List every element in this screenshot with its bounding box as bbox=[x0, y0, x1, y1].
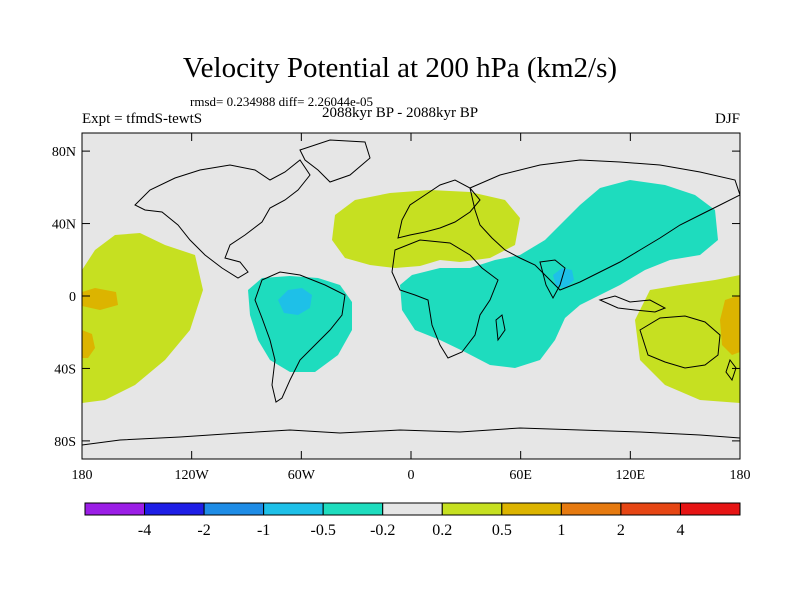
map-panel bbox=[82, 133, 740, 459]
colorbar-swatch bbox=[144, 502, 205, 516]
stats-line: rmsd= 0.234988 diff= 2.26044e-05 bbox=[190, 94, 374, 109]
colorbar-swatch bbox=[203, 502, 265, 516]
colorbar-swatch bbox=[501, 502, 562, 516]
coast-greenland bbox=[299, 139, 371, 183]
map-title: Velocity Potential at 200 hPa (km2/s) bbox=[182, 52, 618, 84]
colorbar-swatch bbox=[322, 502, 384, 516]
contour-positive-pacific-east bbox=[82, 233, 203, 403]
colorbar-label: 1 bbox=[557, 522, 565, 539]
coast-antarctica bbox=[82, 427, 740, 446]
colorbar-swatch bbox=[560, 502, 622, 516]
coast-europe bbox=[397, 179, 481, 239]
y-tick-label: 0 bbox=[69, 290, 76, 305]
x-tick-label: 180 bbox=[730, 468, 751, 483]
period-label: 2088kyr BP - 2088kyr BP bbox=[322, 105, 479, 121]
coastlines bbox=[82, 139, 740, 446]
y-tick-label: 40N bbox=[52, 218, 76, 233]
x-tick-label: 0 bbox=[408, 468, 415, 483]
experiment-label: Expt = tfmdS-tewtS bbox=[82, 111, 203, 127]
coast-africa bbox=[391, 239, 499, 359]
colorbar-label: -0.2 bbox=[370, 522, 395, 539]
coast-newzealand bbox=[725, 358, 737, 382]
contour-positive-europe bbox=[332, 190, 520, 268]
y-tick-label: 80S bbox=[54, 435, 76, 450]
colorbar-swatch bbox=[679, 502, 741, 516]
contour-negative-southamerica bbox=[248, 276, 352, 372]
colorbar-swatch bbox=[382, 502, 443, 516]
season-label: DJF bbox=[714, 111, 740, 127]
colorbar-label: 4 bbox=[676, 522, 684, 539]
coast-asia bbox=[469, 159, 740, 291]
contour-positive-core-east-2 bbox=[82, 330, 95, 358]
colorbar-label: 2 bbox=[617, 522, 625, 539]
contour-positive-core-east bbox=[82, 288, 118, 310]
colorbar-swatch bbox=[620, 502, 681, 516]
contour-negative-core-india bbox=[553, 268, 574, 288]
y-tick-label: 40S bbox=[54, 362, 76, 377]
colorbar: -4 -2 -1 -0.5 -0.2 0.2 0.5 1 2 4 bbox=[84, 502, 741, 539]
y-axis: 80N 40N 0 40S 80S bbox=[52, 145, 740, 450]
colorbar-label: 0.5 bbox=[492, 522, 512, 539]
contour-positive-pacific-west bbox=[635, 275, 740, 403]
contour-negative-core-amazon bbox=[278, 288, 312, 315]
colorbar-label: -1 bbox=[257, 522, 270, 539]
x-tick-label: 120W bbox=[175, 468, 210, 483]
coast-south-america bbox=[254, 271, 346, 403]
colorbar-label: 0.2 bbox=[432, 522, 452, 539]
x-tick-label: 60W bbox=[288, 468, 316, 483]
colorbar-swatch bbox=[84, 502, 146, 516]
contour-positive-core-west bbox=[720, 295, 740, 355]
colorbar-swatch bbox=[441, 502, 503, 516]
y-tick-label: 80N bbox=[52, 145, 76, 160]
colorbar-label: -4 bbox=[138, 522, 151, 539]
coast-india bbox=[539, 259, 566, 300]
colorbar-swatch bbox=[263, 502, 324, 516]
x-axis: 180 120W 60W 0 60E 120E 180 bbox=[72, 133, 751, 483]
coast-australia bbox=[639, 315, 721, 369]
coast-north-america bbox=[134, 159, 311, 279]
coast-madagascar bbox=[495, 314, 506, 342]
x-tick-label: 120E bbox=[616, 468, 646, 483]
x-tick-label: 180 bbox=[72, 468, 93, 483]
colorbar-label: -0.5 bbox=[311, 522, 336, 539]
x-tick-label: 60E bbox=[509, 468, 532, 483]
colorbar-label: -2 bbox=[197, 522, 210, 539]
coast-indonesia bbox=[598, 295, 667, 313]
